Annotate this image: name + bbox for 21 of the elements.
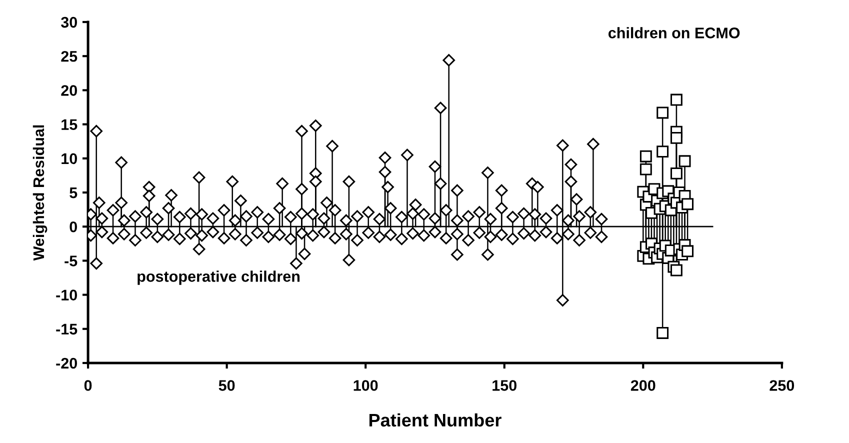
x-tick-label: 150 (492, 380, 516, 391)
x-tick-label: 200 (630, 380, 656, 391)
y-tick-label: 20 (61, 85, 77, 96)
y-tick-label: 25 (61, 50, 78, 62)
y-tick-label: 15 (62, 119, 78, 130)
y-tick-label: -20 (56, 358, 77, 369)
y-tick-label: 5 (70, 188, 78, 198)
x-tick-label: 0 (84, 380, 92, 391)
y-tick-label: 0 (70, 221, 77, 232)
annotation: postoperative children (138, 270, 300, 285)
y-tick-label: 30 (60, 16, 77, 28)
y-tick-label: -10 (56, 290, 77, 300)
y-tick-label: 10 (62, 153, 77, 164)
y-tick-label: -15 (56, 324, 78, 335)
annotation: children on ECMO (608, 27, 740, 38)
x-axis-title: Patient Number (369, 413, 502, 427)
x-tick-label: 250 (770, 380, 794, 391)
x-tick-label: 100 (354, 380, 378, 391)
y-tick-label: -5 (64, 256, 78, 266)
y-axis-title: Weighted Residual (32, 125, 48, 261)
x-tick-label: 50 (218, 380, 235, 391)
